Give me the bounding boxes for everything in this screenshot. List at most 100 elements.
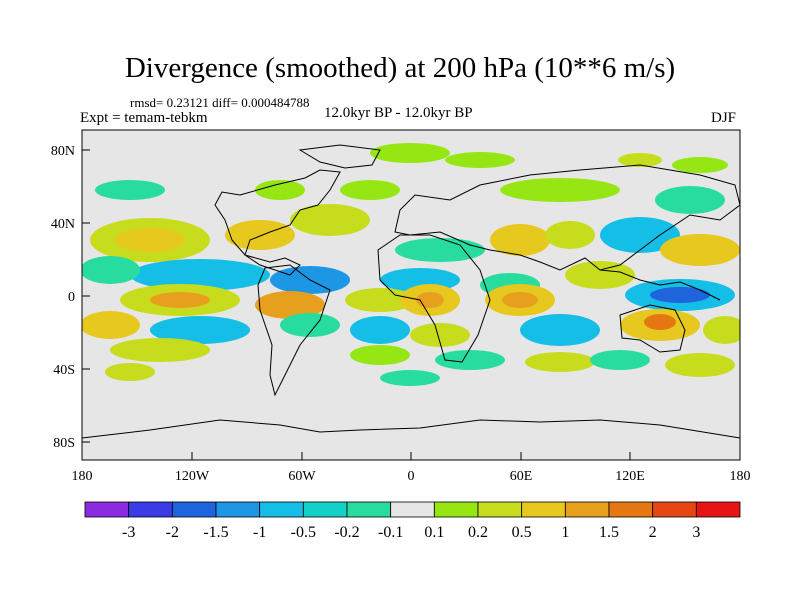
contour-blob bbox=[255, 180, 305, 200]
colorbar-swatch bbox=[390, 501, 435, 518]
contour-blob bbox=[665, 353, 735, 377]
contour-blob bbox=[95, 180, 165, 200]
contour-blob bbox=[590, 350, 650, 370]
contour-fill-layer bbox=[82, 143, 740, 386]
colorbar-swatch bbox=[608, 501, 654, 518]
contour-blob bbox=[82, 256, 140, 284]
contour-blob bbox=[110, 338, 210, 362]
period-label: 12.0kyr BP - 12.0kyr BP bbox=[324, 105, 473, 121]
contour-blob bbox=[105, 363, 155, 381]
contour-blob bbox=[82, 311, 140, 339]
indonesia-coast bbox=[599, 269, 721, 301]
colorbar: -3 -2 -1.5 -1 -0.5 -0.2 -0.1 0.1 0.2 0.5 1 1.5 2 3 bbox=[84, 501, 741, 541]
colorbar-swatch bbox=[521, 501, 566, 518]
colorbar-label: 1.5 bbox=[599, 524, 619, 541]
contour-blob bbox=[225, 220, 295, 250]
x-tick-label: 180 bbox=[730, 469, 751, 484]
contour-blob bbox=[502, 292, 538, 308]
contour-blob bbox=[370, 143, 450, 163]
colorbar-label: -0.5 bbox=[291, 524, 316, 541]
colorbar-swatch bbox=[564, 501, 610, 518]
colorbar-swatch bbox=[695, 501, 741, 518]
contour-blob bbox=[672, 157, 728, 173]
contour-blob bbox=[150, 316, 250, 344]
contour-blob bbox=[150, 292, 210, 308]
x-tick-label: 60E bbox=[510, 469, 533, 484]
contour-blob bbox=[290, 204, 370, 236]
colorbar-swatch bbox=[346, 501, 392, 518]
contour-blob bbox=[435, 350, 505, 370]
contour-blob bbox=[395, 238, 485, 262]
rmsd-diff-stats: rmsd= 0.23121 diff= 0.000484788 bbox=[130, 95, 310, 110]
colorbar-label: 2 bbox=[649, 524, 657, 541]
y-tick-label: 80S bbox=[53, 436, 75, 451]
map-title: Divergence (smoothed) at 200 hPa (10**6 … bbox=[124, 52, 676, 84]
contour-blob bbox=[115, 228, 185, 252]
colorbar-swatch bbox=[433, 501, 479, 518]
y-tick-label: 40S bbox=[53, 363, 75, 378]
colorbar-label: 0.2 bbox=[468, 524, 488, 541]
y-tick-label: 80N bbox=[51, 144, 75, 159]
colorbar-swatch bbox=[84, 501, 130, 518]
season-label: DJF bbox=[711, 110, 737, 126]
contour-blob bbox=[618, 153, 662, 167]
contour-blob bbox=[130, 259, 270, 291]
colorbar-swatch bbox=[128, 501, 173, 518]
contour-blob bbox=[525, 352, 595, 372]
contour-blob bbox=[350, 316, 410, 344]
contour-blob bbox=[600, 217, 680, 253]
contour-blob bbox=[644, 314, 676, 330]
antarctica-coast bbox=[81, 419, 741, 439]
colorbar-swatch bbox=[302, 501, 348, 518]
colorbar-label: -1.5 bbox=[203, 524, 228, 541]
colorbar-label: 3 bbox=[692, 524, 700, 541]
x-tick-label: 0 bbox=[408, 469, 415, 484]
coastline-layer bbox=[81, 144, 741, 439]
contour-blob bbox=[520, 314, 600, 346]
colorbar-label: -3 bbox=[122, 524, 135, 541]
africa-coast bbox=[377, 234, 491, 363]
x-tick-label: 60W bbox=[288, 469, 316, 484]
contour-blob bbox=[255, 291, 325, 319]
contour-blob bbox=[490, 224, 550, 256]
contour-blob bbox=[380, 370, 440, 386]
australia-coast bbox=[619, 304, 686, 353]
colorbar-label: 0.1 bbox=[424, 524, 444, 541]
contour-blob bbox=[660, 234, 740, 266]
contour-blob bbox=[280, 313, 340, 337]
contour-blob bbox=[445, 152, 515, 168]
contour-blob bbox=[650, 287, 710, 303]
contour-blob bbox=[350, 345, 410, 365]
colorbar-swatch bbox=[215, 501, 261, 518]
x-tick-label: 180 bbox=[72, 469, 93, 484]
colorbar-label: -0.2 bbox=[334, 524, 359, 541]
greenland-coast bbox=[298, 144, 381, 169]
contour-blob bbox=[655, 186, 725, 214]
colorbar-label: 0.5 bbox=[512, 524, 532, 541]
colorbar-label: -2 bbox=[166, 524, 179, 541]
x-tick-label: 120W bbox=[175, 469, 210, 484]
contour-blob bbox=[545, 221, 595, 249]
contour-blob bbox=[565, 261, 635, 289]
contour-blob bbox=[500, 178, 620, 202]
colorbar-swatch bbox=[477, 501, 523, 518]
contour-blob bbox=[340, 180, 400, 200]
contour-blob bbox=[703, 316, 740, 344]
colorbar-swatch bbox=[259, 501, 304, 518]
colorbar-swatch bbox=[652, 501, 697, 518]
contour-blob bbox=[345, 288, 415, 312]
eurasia-coast bbox=[394, 164, 741, 271]
south-america-coast bbox=[257, 264, 331, 397]
contour-blob bbox=[410, 323, 470, 347]
colorbar-label: 1 bbox=[561, 524, 569, 541]
colorbar-swatch bbox=[171, 501, 217, 518]
y-tick-label: 40N bbox=[51, 217, 75, 232]
colorbar-label: -0.1 bbox=[378, 524, 403, 541]
north-america-coast bbox=[214, 169, 341, 276]
contour-blob bbox=[416, 292, 444, 308]
colorbar-label: -1 bbox=[253, 524, 266, 541]
x-tick-label: 120E bbox=[615, 469, 645, 484]
experiment-label: Expt = temam-tebkm bbox=[80, 110, 208, 126]
y-tick-label: 0 bbox=[68, 290, 75, 305]
